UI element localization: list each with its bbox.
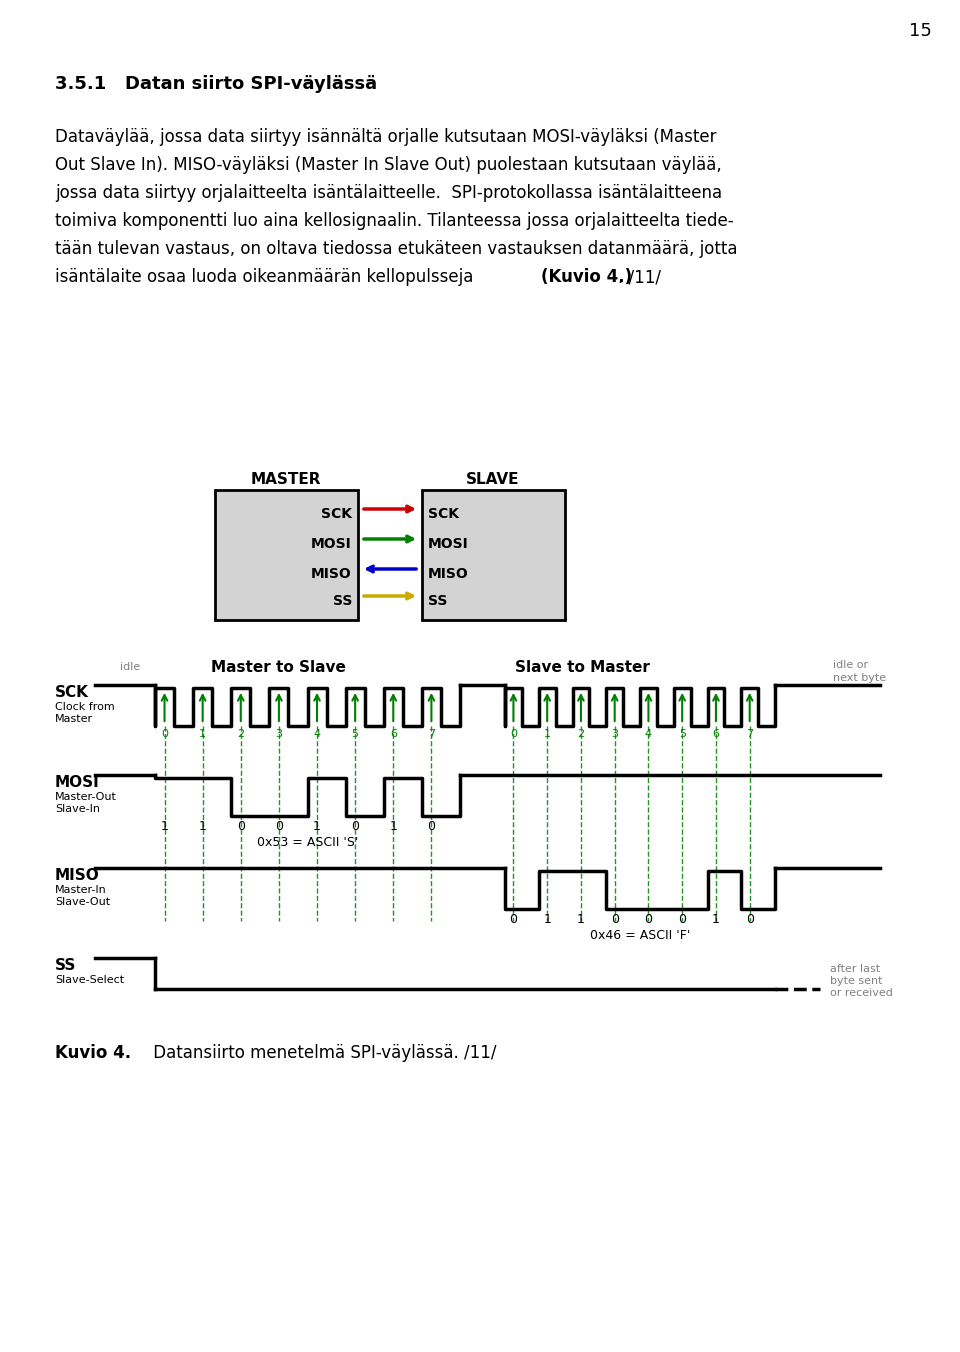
Text: 0: 0 bbox=[275, 821, 283, 833]
Text: jossa data siirtyy orjalaitteelta isäntälaitteelle.  SPI-protokollassa isäntälai: jossa data siirtyy orjalaitteelta isäntä… bbox=[55, 184, 722, 201]
Text: 7: 7 bbox=[746, 729, 754, 740]
Text: 3: 3 bbox=[276, 729, 282, 740]
Text: 0x46 = ASCII 'F': 0x46 = ASCII 'F' bbox=[589, 929, 690, 942]
Text: 1: 1 bbox=[543, 913, 551, 926]
Text: SS: SS bbox=[55, 959, 77, 973]
Text: idle or: idle or bbox=[833, 660, 868, 671]
Text: 0: 0 bbox=[644, 913, 653, 926]
Text: 1: 1 bbox=[313, 821, 321, 833]
Text: 0: 0 bbox=[161, 729, 168, 740]
Text: next byte: next byte bbox=[833, 673, 886, 683]
Text: 0: 0 bbox=[611, 913, 618, 926]
Text: MOSI: MOSI bbox=[55, 775, 100, 790]
Text: SCK: SCK bbox=[55, 685, 89, 700]
Text: isäntälaite osaa luoda oikeanmäärän kellopulsseja: isäntälaite osaa luoda oikeanmäärän kell… bbox=[55, 268, 479, 287]
Text: SS: SS bbox=[428, 594, 447, 608]
Text: Out Slave In). MISO-väyläksi (Master In Slave Out) puolestaan kutsutaan väylää,: Out Slave In). MISO-väyläksi (Master In … bbox=[55, 155, 722, 174]
Text: 2: 2 bbox=[237, 729, 245, 740]
Text: Master-Out: Master-Out bbox=[55, 792, 117, 802]
Text: Dataväylää, jossa data siirtyy isännältä orjalle kutsutaan MOSI-väyläksi (Master: Dataväylää, jossa data siirtyy isännältä… bbox=[55, 128, 716, 146]
Text: Clock from: Clock from bbox=[55, 702, 115, 713]
Text: 0: 0 bbox=[510, 729, 516, 740]
Text: 5: 5 bbox=[679, 729, 685, 740]
Text: MOSI: MOSI bbox=[428, 537, 468, 552]
Text: MOSI: MOSI bbox=[311, 537, 352, 552]
Text: 0x53 = ASCII 'S': 0x53 = ASCII 'S' bbox=[257, 836, 358, 849]
Text: 1: 1 bbox=[199, 821, 206, 833]
Text: SCK: SCK bbox=[428, 507, 459, 521]
Text: 0: 0 bbox=[510, 913, 517, 926]
Text: 1: 1 bbox=[160, 821, 168, 833]
Text: SLAVE: SLAVE bbox=[467, 472, 519, 487]
Text: byte sent: byte sent bbox=[830, 976, 882, 986]
Text: 0: 0 bbox=[678, 913, 686, 926]
Text: Kuvio 4.: Kuvio 4. bbox=[55, 1044, 132, 1063]
Text: Slave-In: Slave-In bbox=[55, 804, 100, 814]
Text: . /11/: . /11/ bbox=[618, 268, 661, 287]
Text: 4: 4 bbox=[645, 729, 652, 740]
Text: MISO: MISO bbox=[428, 566, 468, 581]
Text: 5: 5 bbox=[351, 729, 359, 740]
Text: 3: 3 bbox=[612, 729, 618, 740]
Text: 1: 1 bbox=[543, 729, 551, 740]
Text: Master: Master bbox=[55, 714, 93, 725]
Text: Master-In: Master-In bbox=[55, 886, 107, 895]
Text: 1: 1 bbox=[577, 913, 585, 926]
Text: 1: 1 bbox=[199, 729, 206, 740]
Text: 1: 1 bbox=[390, 821, 397, 833]
Text: idle: idle bbox=[120, 662, 140, 672]
Text: 0: 0 bbox=[351, 821, 359, 833]
Text: Master to Slave: Master to Slave bbox=[210, 660, 346, 675]
Text: 1: 1 bbox=[712, 913, 720, 926]
Bar bbox=[422, 489, 565, 621]
Text: 0: 0 bbox=[237, 821, 245, 833]
Text: MISO: MISO bbox=[311, 566, 352, 581]
Text: Datansiirto menetelmä SPI-väylässä. /11/: Datansiirto menetelmä SPI-väylässä. /11/ bbox=[148, 1044, 496, 1063]
Text: 15: 15 bbox=[908, 22, 931, 41]
Text: 6: 6 bbox=[712, 729, 719, 740]
Text: Slave-Select: Slave-Select bbox=[55, 975, 124, 986]
Text: 6: 6 bbox=[390, 729, 396, 740]
Text: (Kuvio 4.): (Kuvio 4.) bbox=[541, 268, 632, 287]
Text: MASTER: MASTER bbox=[251, 472, 322, 487]
Text: toimiva komponentti luo aina kellosignaalin. Tilanteessa jossa orjalaitteelta ti: toimiva komponentti luo aina kellosignaa… bbox=[55, 212, 733, 230]
Text: SS: SS bbox=[332, 594, 352, 608]
Text: 7: 7 bbox=[428, 729, 435, 740]
Text: SCK: SCK bbox=[321, 507, 352, 521]
Text: 2: 2 bbox=[577, 729, 585, 740]
Text: MISO: MISO bbox=[55, 868, 100, 883]
Text: Slave-Out: Slave-Out bbox=[55, 896, 110, 907]
Text: Slave to Master: Slave to Master bbox=[515, 660, 649, 675]
Bar bbox=[215, 489, 358, 621]
Text: 0: 0 bbox=[427, 821, 436, 833]
Text: after last: after last bbox=[830, 964, 880, 973]
Text: or received: or received bbox=[830, 988, 893, 998]
Text: 0: 0 bbox=[746, 913, 754, 926]
Text: tään tulevan vastaus, on oltava tiedossa etukäteen vastauksen datanmäärä, jotta: tään tulevan vastaus, on oltava tiedossa… bbox=[55, 241, 737, 258]
Text: 3.5.1   Datan siirto SPI-väylässä: 3.5.1 Datan siirto SPI-väylässä bbox=[55, 74, 377, 93]
Text: 4: 4 bbox=[314, 729, 321, 740]
